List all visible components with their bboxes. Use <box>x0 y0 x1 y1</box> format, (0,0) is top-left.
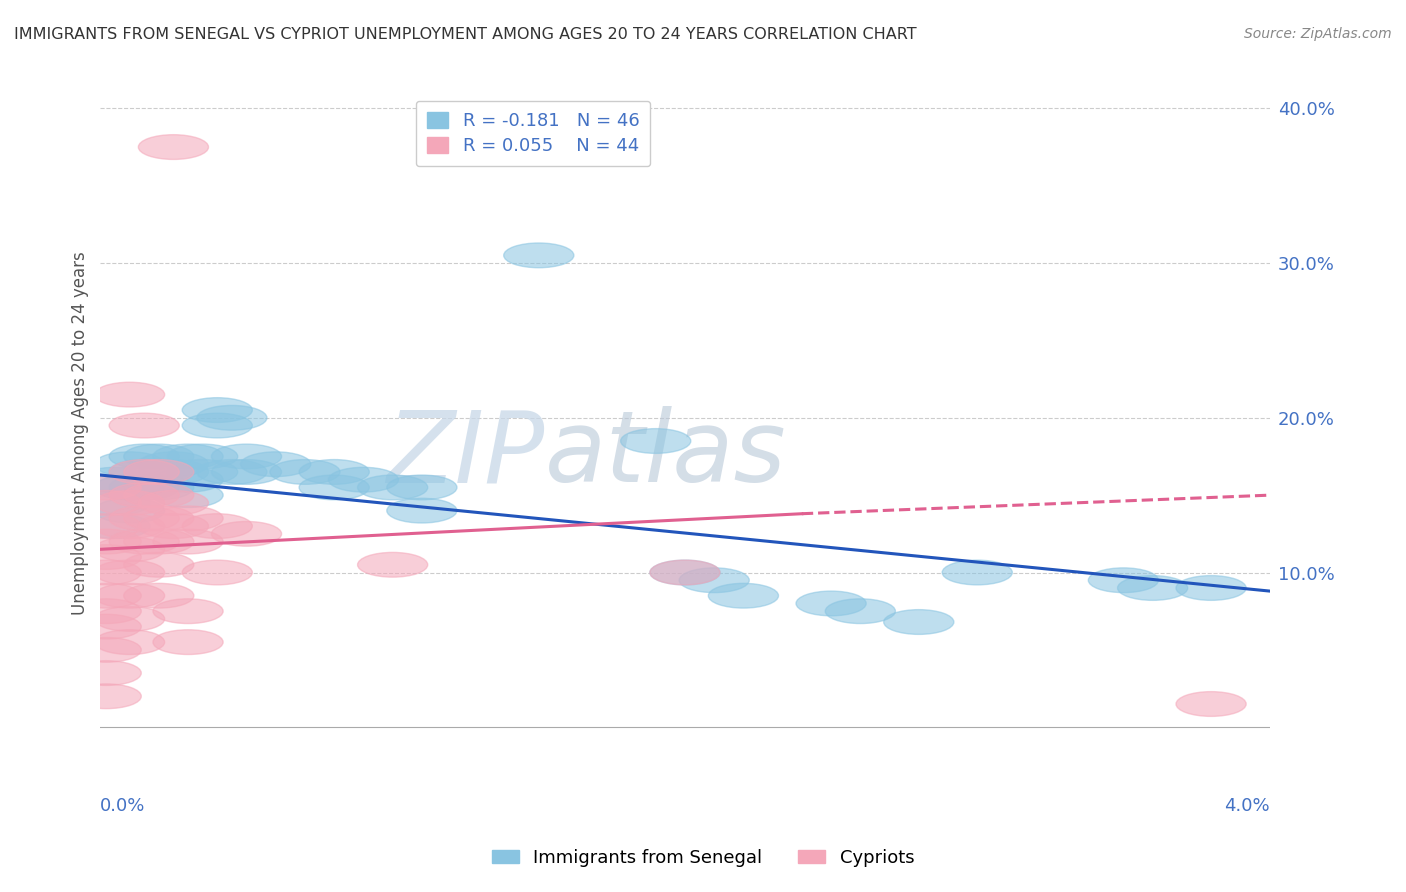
Ellipse shape <box>94 514 165 539</box>
Ellipse shape <box>884 609 953 634</box>
Ellipse shape <box>94 475 165 500</box>
Ellipse shape <box>138 514 208 539</box>
Ellipse shape <box>357 475 427 500</box>
Ellipse shape <box>825 599 896 624</box>
Legend: R = -0.181   N = 46, R = 0.055    N = 44: R = -0.181 N = 46, R = 0.055 N = 44 <box>416 101 650 166</box>
Text: atlas: atlas <box>544 406 786 503</box>
Ellipse shape <box>110 459 180 484</box>
Legend: Immigrants from Senegal, Cypriots: Immigrants from Senegal, Cypriots <box>484 842 922 874</box>
Text: 4.0%: 4.0% <box>1225 797 1270 814</box>
Ellipse shape <box>153 467 224 492</box>
Ellipse shape <box>124 444 194 469</box>
Ellipse shape <box>72 615 141 639</box>
Ellipse shape <box>138 135 208 160</box>
Ellipse shape <box>110 444 180 469</box>
Text: IMMIGRANTS FROM SENEGAL VS CYPRIOT UNEMPLOYMENT AMONG AGES 20 TO 24 YEARS CORREL: IMMIGRANTS FROM SENEGAL VS CYPRIOT UNEMP… <box>14 27 917 42</box>
Ellipse shape <box>94 607 165 632</box>
Ellipse shape <box>94 630 165 655</box>
Ellipse shape <box>1118 575 1188 600</box>
Ellipse shape <box>124 529 194 554</box>
Ellipse shape <box>620 429 690 453</box>
Ellipse shape <box>240 452 311 476</box>
Ellipse shape <box>183 514 252 539</box>
Ellipse shape <box>80 467 150 492</box>
Ellipse shape <box>110 506 180 531</box>
Ellipse shape <box>94 491 165 516</box>
Ellipse shape <box>357 552 427 577</box>
Ellipse shape <box>72 475 141 500</box>
Text: Source: ZipAtlas.com: Source: ZipAtlas.com <box>1244 27 1392 41</box>
Ellipse shape <box>124 459 194 484</box>
Ellipse shape <box>153 599 224 624</box>
Ellipse shape <box>72 599 141 624</box>
Ellipse shape <box>329 467 398 492</box>
Ellipse shape <box>110 475 180 500</box>
Ellipse shape <box>183 560 252 585</box>
Ellipse shape <box>650 560 720 585</box>
Ellipse shape <box>153 529 224 554</box>
Ellipse shape <box>94 583 165 608</box>
Ellipse shape <box>270 459 340 484</box>
Ellipse shape <box>942 560 1012 585</box>
Ellipse shape <box>80 514 150 539</box>
Ellipse shape <box>138 459 208 484</box>
Y-axis label: Unemployment Among Ages 20 to 24 years: Unemployment Among Ages 20 to 24 years <box>72 252 89 615</box>
Ellipse shape <box>94 382 165 407</box>
Text: 0.0%: 0.0% <box>100 797 146 814</box>
Ellipse shape <box>167 459 238 484</box>
Ellipse shape <box>183 413 252 438</box>
Ellipse shape <box>110 459 180 484</box>
Ellipse shape <box>1175 575 1246 600</box>
Ellipse shape <box>72 638 141 662</box>
Ellipse shape <box>138 491 208 516</box>
Ellipse shape <box>94 537 165 562</box>
Ellipse shape <box>72 491 141 516</box>
Ellipse shape <box>94 452 165 476</box>
Ellipse shape <box>72 560 141 585</box>
Ellipse shape <box>211 522 281 546</box>
Ellipse shape <box>211 444 281 469</box>
Ellipse shape <box>124 506 194 531</box>
Ellipse shape <box>153 630 224 655</box>
Ellipse shape <box>110 483 180 508</box>
Ellipse shape <box>124 459 194 484</box>
Ellipse shape <box>153 444 224 469</box>
Ellipse shape <box>153 506 224 531</box>
Ellipse shape <box>94 499 165 523</box>
Ellipse shape <box>299 459 370 484</box>
Ellipse shape <box>80 491 150 516</box>
Ellipse shape <box>124 483 194 508</box>
Ellipse shape <box>94 560 165 585</box>
Ellipse shape <box>197 406 267 430</box>
Ellipse shape <box>72 545 141 569</box>
Ellipse shape <box>72 583 141 608</box>
Ellipse shape <box>124 583 194 608</box>
Ellipse shape <box>197 459 267 484</box>
Ellipse shape <box>299 475 370 500</box>
Ellipse shape <box>1175 691 1246 716</box>
Ellipse shape <box>796 591 866 615</box>
Ellipse shape <box>110 529 180 554</box>
Ellipse shape <box>709 583 779 608</box>
Ellipse shape <box>124 552 194 577</box>
Ellipse shape <box>153 483 224 508</box>
Ellipse shape <box>72 529 141 554</box>
Ellipse shape <box>72 661 141 685</box>
Ellipse shape <box>138 452 208 476</box>
Ellipse shape <box>211 459 281 484</box>
Ellipse shape <box>387 499 457 523</box>
Ellipse shape <box>1088 568 1159 592</box>
Ellipse shape <box>679 568 749 592</box>
Ellipse shape <box>650 560 720 585</box>
Ellipse shape <box>167 444 238 469</box>
Text: ZIP: ZIP <box>387 406 544 503</box>
Ellipse shape <box>72 514 141 539</box>
Ellipse shape <box>72 684 141 708</box>
Ellipse shape <box>503 243 574 268</box>
Ellipse shape <box>124 475 194 500</box>
Ellipse shape <box>183 398 252 423</box>
Ellipse shape <box>387 475 457 500</box>
Ellipse shape <box>110 413 180 438</box>
Ellipse shape <box>94 475 165 500</box>
